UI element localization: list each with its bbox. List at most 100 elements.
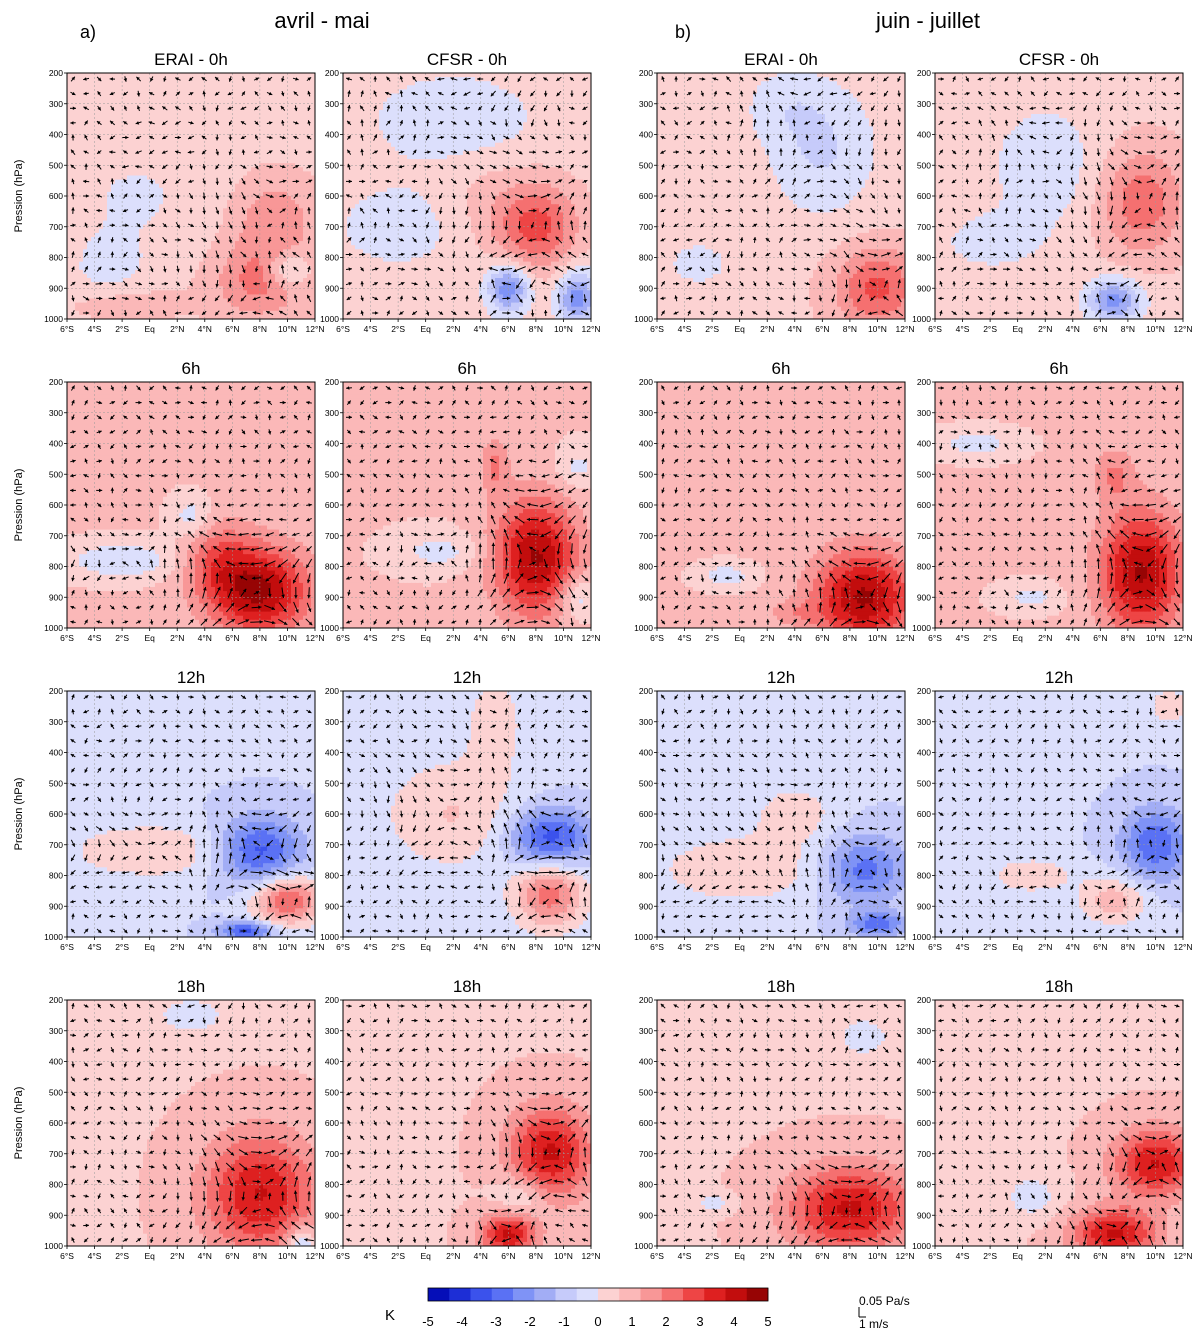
field-cell xyxy=(247,249,252,254)
field-cell xyxy=(243,299,248,304)
field-cell xyxy=(243,303,248,308)
field-cell xyxy=(279,171,284,176)
field-cell xyxy=(207,208,212,213)
field-cell xyxy=(275,122,280,127)
field-cell xyxy=(195,110,200,115)
field-cell xyxy=(147,286,152,291)
field-cell xyxy=(195,171,200,176)
field-cell xyxy=(135,155,140,160)
field-cell xyxy=(271,245,276,250)
field-cell xyxy=(219,106,224,111)
field-cell xyxy=(83,262,88,267)
field-cell xyxy=(295,262,300,267)
field-cell xyxy=(219,114,224,119)
field-cell xyxy=(155,167,160,172)
field-cell xyxy=(263,171,268,176)
field-cell xyxy=(103,171,108,176)
field-cell xyxy=(127,94,132,99)
field-cell xyxy=(103,89,108,94)
field-cell xyxy=(295,274,300,279)
field-cell xyxy=(119,122,124,127)
field-cell xyxy=(263,241,268,246)
field-cell xyxy=(355,77,360,82)
field-cell xyxy=(231,114,236,119)
field-cell xyxy=(179,184,184,189)
field-cell xyxy=(283,290,288,295)
field-cell xyxy=(139,184,144,189)
field-cell xyxy=(115,135,120,140)
field-cell xyxy=(67,237,72,242)
field-cell xyxy=(411,81,416,86)
field-cell xyxy=(183,102,188,107)
field-cell xyxy=(139,262,144,267)
field-cell xyxy=(247,77,252,82)
field-cell xyxy=(247,294,252,299)
field-cell xyxy=(79,196,84,201)
field-cell xyxy=(575,106,580,111)
field-cell xyxy=(131,229,136,234)
field-cell xyxy=(179,81,184,86)
field-cell xyxy=(307,176,312,181)
field-cell xyxy=(119,171,124,176)
field-cell xyxy=(83,155,88,160)
field-cell xyxy=(115,262,120,267)
field-cell xyxy=(263,106,268,111)
field-cell xyxy=(159,89,164,94)
x-tick-label: 12°N xyxy=(306,324,325,334)
field-cell xyxy=(235,159,240,164)
field-cell xyxy=(87,77,92,82)
field-cell xyxy=(71,98,76,103)
field-cell xyxy=(151,258,156,263)
field-cell xyxy=(195,126,200,131)
field-cell xyxy=(203,73,208,78)
field-cell xyxy=(219,180,224,185)
field-cell xyxy=(147,110,152,115)
field-cell xyxy=(223,118,228,123)
field-cell xyxy=(167,167,172,172)
field-cell xyxy=(155,225,160,230)
field-cell xyxy=(107,278,112,283)
field-cell xyxy=(123,290,128,295)
field-cell xyxy=(123,233,128,238)
field-cell xyxy=(295,249,300,254)
field-cell xyxy=(87,229,92,234)
field-cell xyxy=(223,73,228,78)
field-cell xyxy=(419,85,424,90)
field-cell xyxy=(167,89,172,94)
field-cell xyxy=(379,81,384,86)
field-cell xyxy=(99,200,104,205)
field-cell xyxy=(187,159,192,164)
field-cell xyxy=(159,188,164,193)
field-cell xyxy=(263,85,268,90)
field-cell xyxy=(143,307,148,312)
field-cell xyxy=(119,85,124,90)
field-cell xyxy=(79,270,84,275)
field-cell xyxy=(407,98,412,103)
field-cell xyxy=(91,229,96,234)
field-cell xyxy=(251,258,256,263)
field-cell xyxy=(147,233,152,238)
field-cell xyxy=(395,77,400,82)
field-cell xyxy=(107,110,112,115)
field-cell xyxy=(579,102,584,107)
field-cell xyxy=(415,73,420,78)
field-cell xyxy=(139,274,144,279)
field-cell xyxy=(119,233,124,238)
field-cell xyxy=(163,188,168,193)
field-cell xyxy=(123,98,128,103)
field-cell xyxy=(251,290,256,295)
field-cell xyxy=(519,85,524,90)
field-cell xyxy=(263,196,268,201)
field-cell xyxy=(91,204,96,209)
field-cell xyxy=(231,266,236,271)
field-cell xyxy=(143,196,148,201)
field-cell xyxy=(243,110,248,115)
field-cell xyxy=(247,94,252,99)
field-cell xyxy=(275,208,280,213)
field-cell xyxy=(367,98,372,103)
field-cell xyxy=(103,278,108,283)
field-cell xyxy=(151,204,156,209)
field-cell xyxy=(299,225,304,230)
field-cell xyxy=(223,221,228,226)
field-cell xyxy=(223,262,228,267)
